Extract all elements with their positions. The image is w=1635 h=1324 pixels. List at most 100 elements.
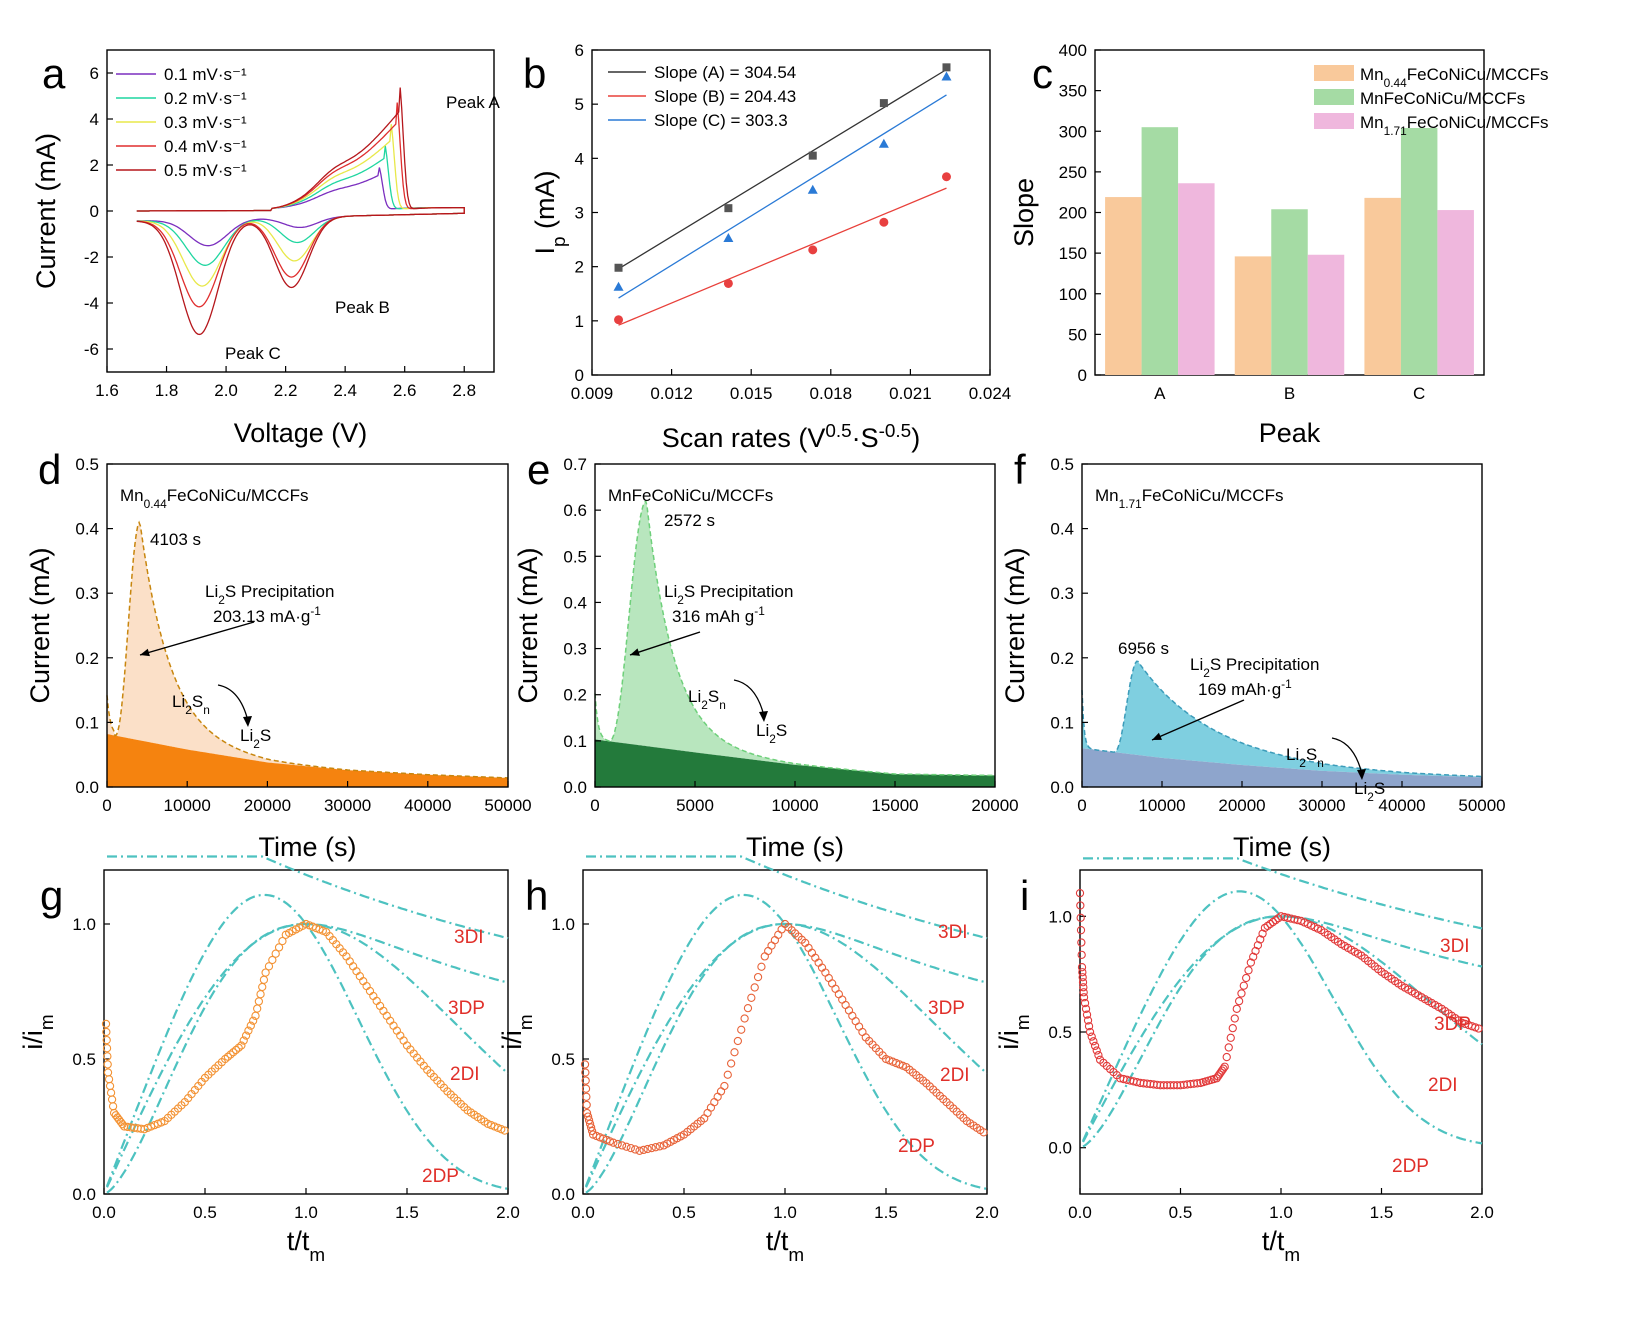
experimental-point: [831, 984, 840, 993]
panel-b-ylabel-part: (mA): [530, 170, 560, 236]
experimental-point: [1077, 938, 1086, 947]
experimental-point: [851, 1017, 860, 1026]
panel-f-sample-part: Mn: [1095, 486, 1119, 505]
panel-d-ytick-label: 0.4: [75, 520, 99, 539]
conversion-to-part: Li: [1354, 779, 1367, 798]
experimental-point: [268, 955, 277, 965]
bar: [1141, 127, 1179, 375]
experimental-point: [804, 943, 813, 952]
experimental-point: [582, 1092, 591, 1101]
legend-label-part: MnFeCoNiCu/MCCFs: [1360, 89, 1525, 108]
panel-b-ytick-label: 2: [575, 258, 584, 277]
capacity-label-part: -1: [754, 604, 765, 618]
conversion-from-part: Li: [688, 687, 701, 706]
experimental-point: [1078, 973, 1087, 982]
conversion-from-part: S: [708, 687, 719, 706]
panel-b-xlabel-part: ·S: [852, 423, 879, 453]
arrow-head: [140, 648, 150, 657]
experimental-point: [105, 1081, 115, 1091]
panel-b-xtick-label: 0.024: [969, 384, 1012, 403]
experimental-point: [821, 968, 830, 977]
experimental-point: [1474, 1024, 1483, 1033]
experimental-point: [103, 1068, 113, 1077]
experimental-point: [246, 1021, 255, 1030]
data-point: [723, 232, 734, 242]
panel-a-xtick-label: 2.8: [452, 381, 476, 400]
data-point: [942, 63, 951, 72]
conversion-to-part: S: [776, 721, 787, 740]
conversion-from: Li2Sn: [688, 687, 726, 712]
panel-g-ytick-label: 0.5: [72, 1050, 96, 1069]
panel-f-xtick-label: 20000: [1218, 796, 1265, 815]
experimental-point: [1226, 1033, 1235, 1042]
panel-c-ytick-label: 250: [1059, 163, 1087, 182]
experimental-point: [1081, 1004, 1091, 1014]
conversion-to: Li2S: [240, 726, 271, 751]
experimental-point: [102, 1035, 111, 1045]
panel-d-sample-part: Mn: [120, 486, 144, 505]
capacity-label-part: 203.13 mA·g: [213, 607, 310, 626]
data-point: [724, 204, 733, 213]
capacity-label: 169 mAh·g-1: [1198, 677, 1292, 699]
panel-h-xlabel-part: m: [788, 1245, 804, 1266]
panel-g-xtick-label: 2.0: [496, 1203, 520, 1222]
experimental-point: [1232, 1004, 1241, 1014]
panel-c-ytick-label: 350: [1059, 82, 1087, 101]
legend-swatch: [1314, 113, 1354, 129]
experimental-point: [1239, 981, 1248, 990]
precipitation-label: Li2S Precipitation: [1190, 655, 1319, 680]
experimental-point: [278, 936, 287, 946]
experimental-point: [102, 1044, 112, 1053]
panel-e-xtick-label: 10000: [771, 796, 818, 815]
experimental-point: [774, 930, 783, 939]
experimental-point: [274, 943, 284, 952]
experimental-point: [1228, 1023, 1237, 1033]
panel-d-xtick-label: 0: [102, 796, 111, 815]
peak-a-label: Peak A: [446, 93, 501, 112]
panel-h-xlabel: t/tm: [766, 1226, 804, 1266]
legend-label: MnFeCoNiCu/MCCFs: [1360, 89, 1525, 108]
baseline-area: [1082, 748, 1482, 787]
conversion-from-part: Li: [172, 692, 185, 711]
panel-c-ylabel: Slope: [1009, 178, 1039, 247]
panel-d-sample: Mn0.44FeCoNiCu/MCCFs: [120, 486, 308, 511]
experimental-point: [1078, 968, 1087, 977]
baseline-area: [595, 739, 995, 787]
arrow-head: [630, 648, 640, 656]
experimental-point: [1237, 989, 1246, 998]
experimental-point: [753, 972, 763, 982]
experimental-point: [824, 973, 833, 983]
experimental-point: [1094, 1050, 1103, 1060]
model-label-2di: 2DI: [940, 1065, 970, 1086]
panel-e-xtick-label: 5000: [676, 796, 714, 815]
panel-b-ytick-label: 4: [575, 149, 584, 168]
experimental-point: [814, 958, 823, 967]
panel-f-ytick-label: 0.5: [1050, 455, 1074, 474]
conversion-from-part: S: [1306, 745, 1317, 764]
fit-line: [618, 187, 947, 326]
experimental-point: [107, 1095, 117, 1104]
panel-i-xtick-label: 0.5: [1169, 1203, 1193, 1222]
experimental-point: [1234, 996, 1244, 1006]
legend-label: Slope (A) = 304.54: [654, 63, 796, 82]
cv-curve: [136, 87, 465, 336]
precipitation-area: [595, 501, 995, 776]
panel-i-ylabel-part: i/i: [994, 1030, 1024, 1050]
model-curve: [1082, 915, 1483, 1148]
conversion-to-part: S: [1374, 779, 1385, 798]
experimental-point: [639, 1145, 648, 1155]
panel-e-sample: MnFeCoNiCu/MCCFs: [608, 486, 773, 505]
legend-label: 0.1 mV·s⁻¹: [164, 65, 247, 84]
data-point: [807, 184, 818, 194]
experimental-point: [770, 936, 780, 945]
panel-f-sample-part: 1.71: [1119, 497, 1143, 511]
conversion-from-part: 2: [185, 703, 192, 717]
fit-line: [618, 68, 947, 270]
experimental-point: [118, 1120, 127, 1129]
conversion-from-part: Li: [1286, 745, 1299, 764]
panel-c-ytick-label: 200: [1059, 204, 1087, 223]
panel-i-xtick-label: 1.5: [1370, 1203, 1394, 1222]
legend-label-part: Mn: [1360, 65, 1384, 84]
panel-d-frame: [106, 463, 509, 788]
experimental-point: [757, 962, 766, 971]
